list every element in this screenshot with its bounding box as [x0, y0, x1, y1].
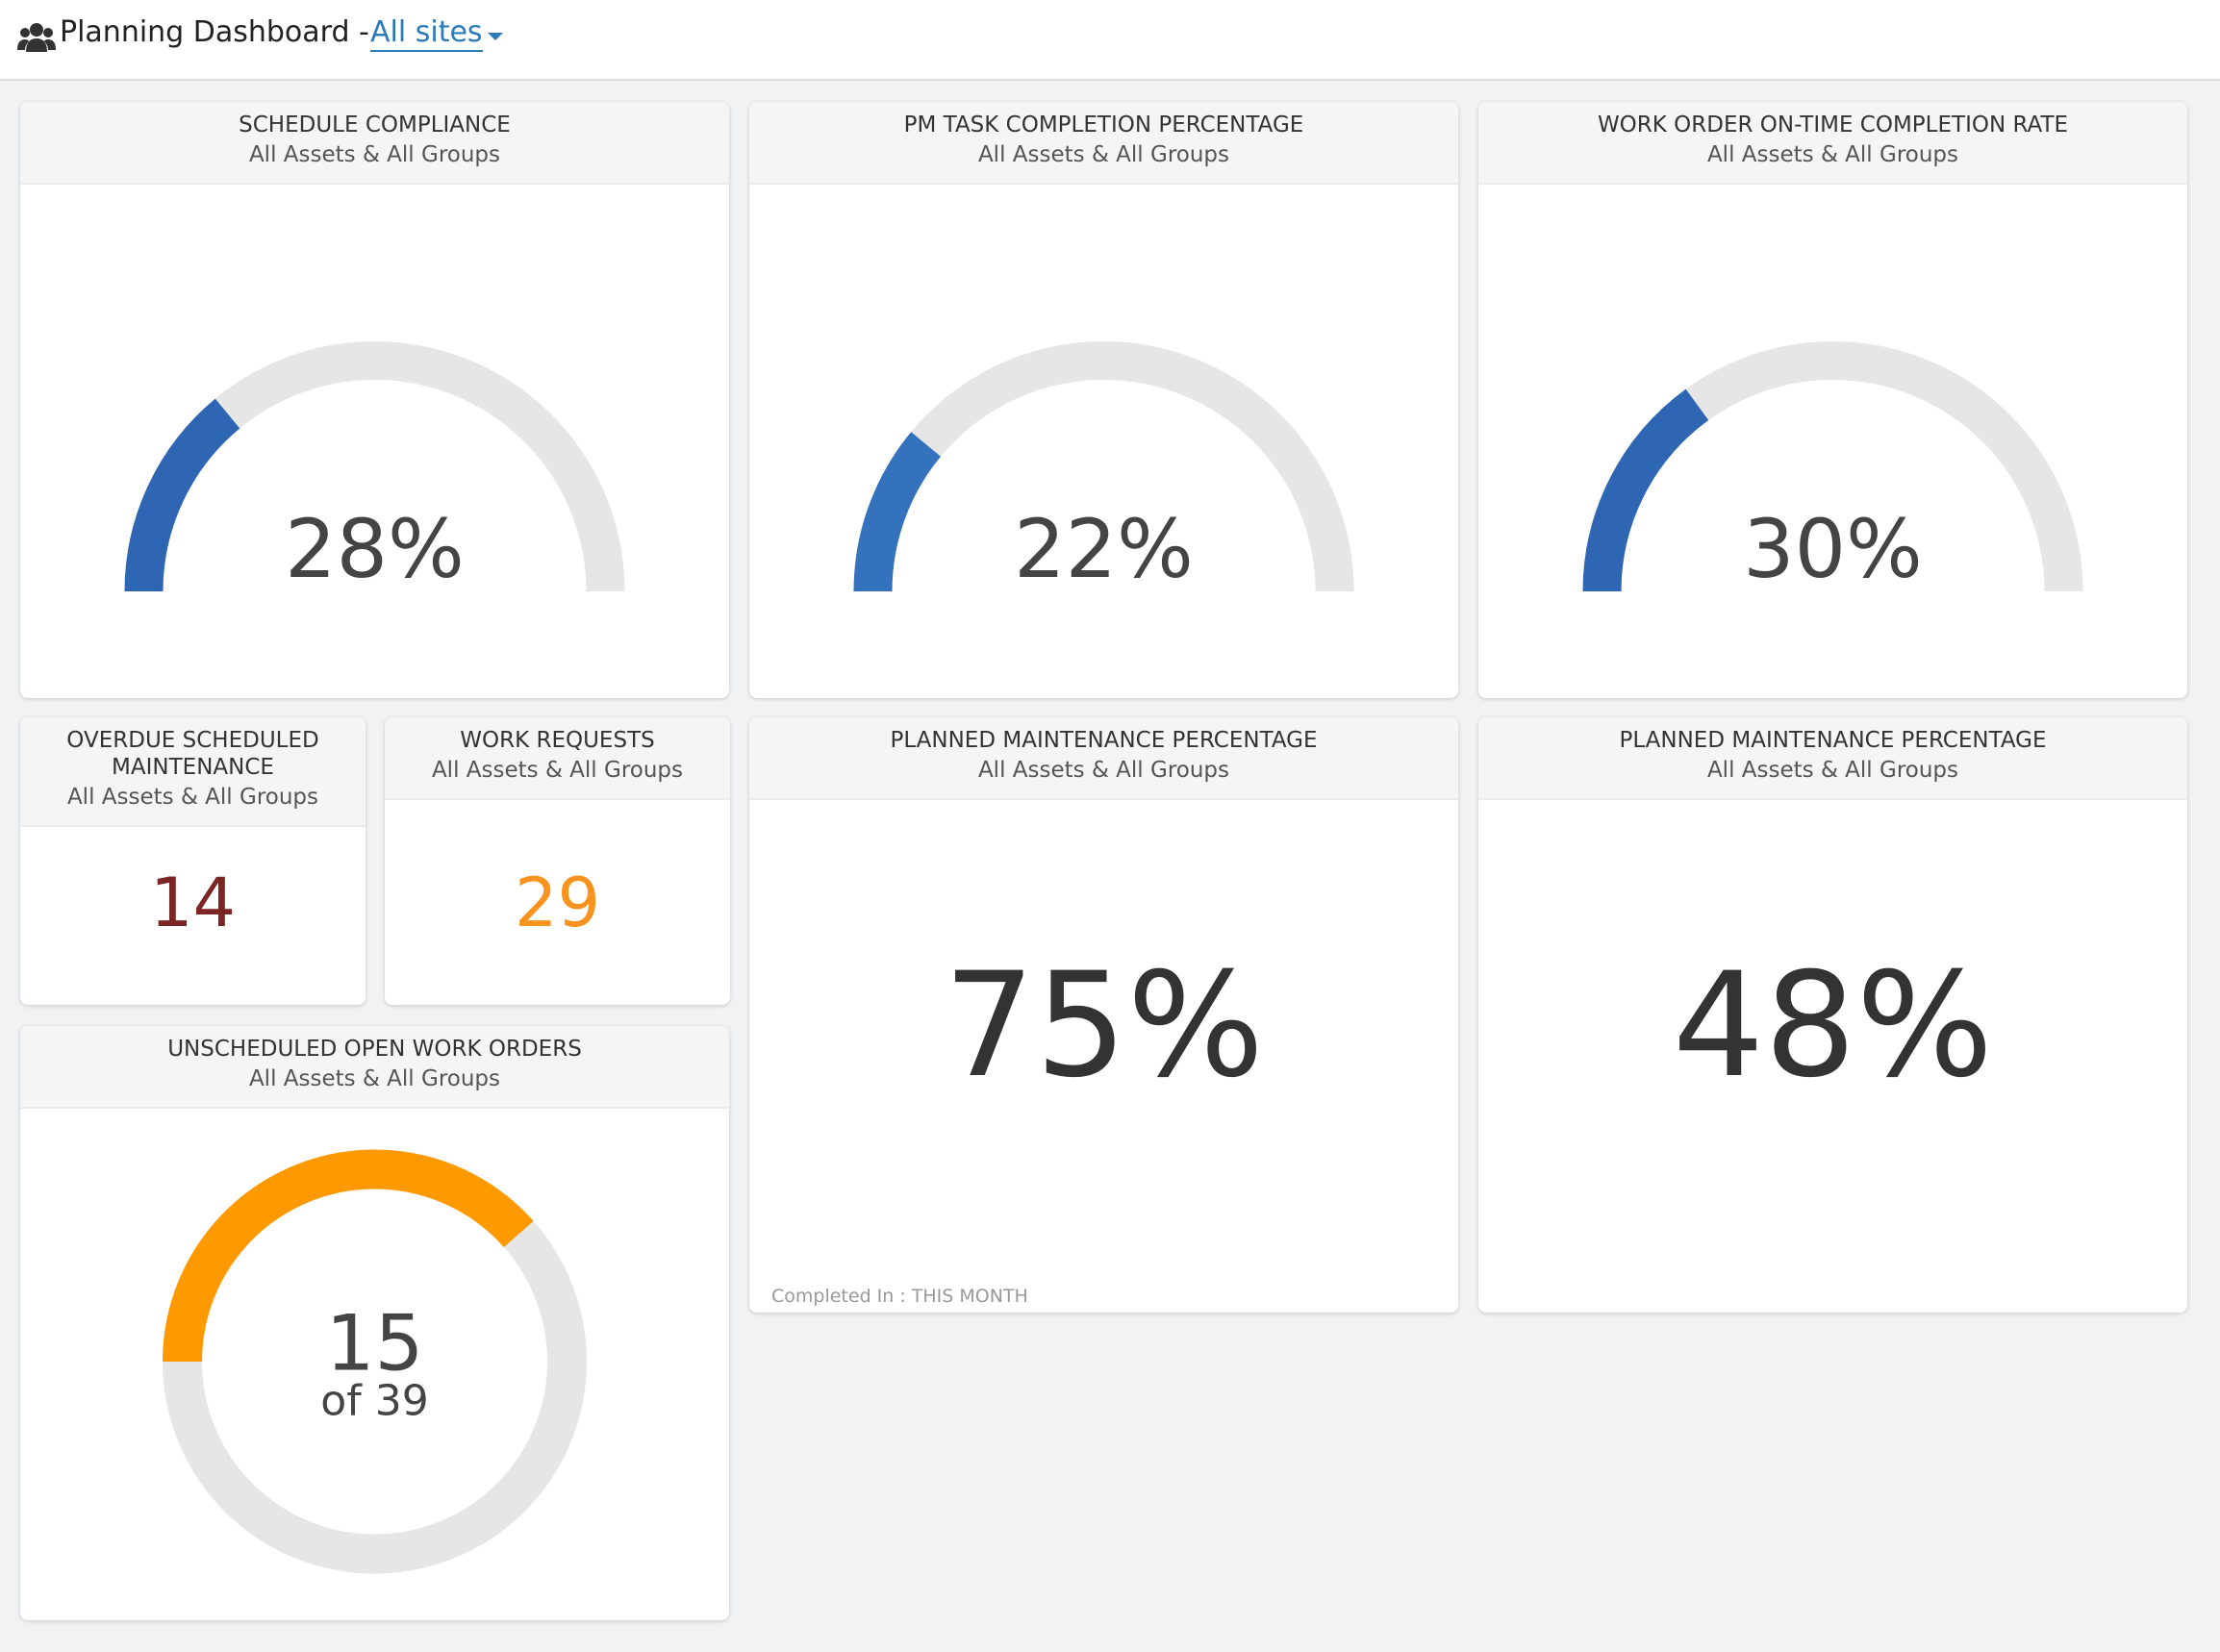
widget-graphic: 14: [150, 864, 236, 942]
widget-header: UNSCHEDULED OPEN WORK ORDERS All Assets &…: [20, 1026, 729, 1109]
widget-graphic: 75%: [944, 942, 1264, 1110]
gauge-value-arc: [1582, 388, 1709, 592]
donut-value-arc: [163, 1149, 534, 1363]
gauge-value-arc: [853, 432, 942, 592]
widget-card: 30% WORK ORDER ON-TIME COMPLETION RATE All…: [1478, 102, 2187, 698]
gauge-value-label: 28%: [285, 502, 465, 596]
widget-card: 29 WORK REQUESTS All Assets & All Groups: [385, 717, 730, 1005]
widget-subtitle: All Assets & All Groups: [248, 142, 501, 167]
widget-title: SCHEDULE COMPLIANCE: [239, 113, 511, 138]
top-bar: Planning Dashboard - All sites: [0, 0, 2220, 81]
widget-title: WORK ORDER ON-TIME COMPLETION RATE: [1597, 113, 2069, 138]
widget-header: OVERDUE SCHEDULED MAINTENANCE All Assets …: [20, 717, 366, 827]
dropdown-caret[interactable]: [488, 33, 503, 42]
widget-card: 48% PLANNED MAINTENANCE PERCENTAGE All Ass…: [1478, 717, 2187, 1313]
gauge-value-label: 30%: [1743, 502, 1923, 596]
widget-subtitle: All Assets & All Groups: [1706, 758, 1959, 783]
widget-header: PM TASK COMPLETION PERCENTAGE All Assets …: [749, 102, 1458, 185]
widget-header: WORK ORDER ON-TIME COMPLETION RATE All As…: [1478, 102, 2187, 185]
widget-title: PLANNED MAINTENANCE PERCENTAGE: [890, 728, 1318, 753]
widget-subtitle: All Assets & All Groups: [1706, 142, 1959, 167]
gauge-value-label: 22%: [1014, 502, 1194, 596]
count-value: 14: [150, 864, 236, 942]
percentage-value: 75%: [944, 942, 1264, 1110]
widget-title: WORK REQUESTS: [460, 728, 655, 753]
page-title: Planning Dashboard -: [60, 15, 369, 49]
widget-title: OVERDUE SCHEDULED MAINTENANCE: [66, 728, 319, 780]
widget-title: UNSCHEDULED OPEN WORK ORDERS: [167, 1037, 582, 1062]
widget-subtitle: All Assets & All Groups: [248, 1066, 501, 1091]
widget-title: PM TASK COMPLETION PERCENTAGE: [903, 113, 1304, 138]
widget-subtitle: All Assets & All Groups: [977, 758, 1230, 783]
percentage-value: 48%: [1673, 942, 1993, 1110]
widget-header: PLANNED MAINTENANCE PERCENTAGE All Assets…: [1478, 717, 2187, 800]
site-selector[interactable]: All sites: [370, 15, 483, 52]
widget-graphic: 28%: [124, 341, 625, 596]
widget-card: 28% SCHEDULE COMPLIANCE All Assets & All G…: [20, 102, 729, 698]
widget-header: PLANNED MAINTENANCE PERCENTAGE All Assets…: [749, 717, 1458, 800]
donut-total: of 39: [320, 1377, 428, 1426]
users-icon: [17, 23, 56, 52]
widget-card: 75% PLANNED MAINTENANCE PERCENTAGE All Ass…: [749, 717, 1458, 1313]
widget-subtitle: All Assets & All Groups: [66, 785, 319, 810]
widget-card: 22% PM TASK COMPLETION PERCENTAGE All Asse…: [749, 102, 1458, 698]
widget-subtitle: All Assets & All Groups: [977, 142, 1230, 167]
gauge-value-arc: [124, 398, 240, 592]
widget-subtitle: All Assets & All Groups: [431, 758, 684, 783]
count-value: 29: [515, 864, 600, 942]
widget-graphic: 30%: [1582, 341, 2083, 596]
donut-value: 15: [326, 1299, 424, 1389]
widget-card: 15 of 39 UNSCHEDULED OPEN WORK ORDERS All A…: [20, 1026, 729, 1620]
widget-footnote: Completed In : THIS MONTH: [771, 1286, 1028, 1307]
widget-header: WORK REQUESTS All Assets & All Groups: [385, 717, 730, 800]
widget-graphic: 29: [515, 864, 600, 942]
widget-card: 14 OVERDUE SCHEDULED MAINTENANCE All Asset…: [20, 717, 366, 1005]
widget-graphic: 48%: [1673, 942, 1993, 1110]
widget-graphic: 22%: [853, 341, 1354, 596]
widget-header: SCHEDULE COMPLIANCE All Assets & All Grou…: [20, 102, 729, 185]
widget-title: PLANNED MAINTENANCE PERCENTAGE: [1619, 728, 2047, 753]
